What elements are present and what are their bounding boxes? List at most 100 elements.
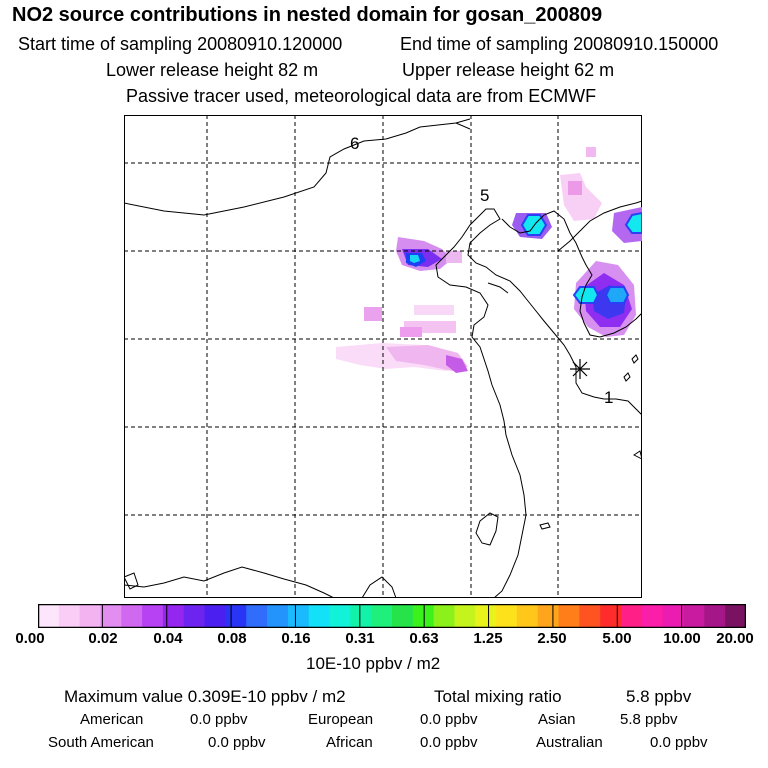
colorbar-tick-label: 0.02 [88, 630, 118, 647]
plume-medium [364, 307, 382, 321]
colorbar-unit: 10E-10 ppbv / m2 [306, 654, 441, 673]
plume-peak [624, 211, 642, 234]
colorbar-cell [475, 604, 497, 628]
australian-label: Australian [536, 734, 603, 751]
plume-light [586, 147, 596, 157]
colorbar-cell [308, 604, 331, 628]
colorbar-cell [204, 604, 227, 628]
colorbar-tick-label: 2.50 [537, 630, 567, 647]
maximum-value: Maximum value 0.309E-10 ppbv / m2 [64, 687, 346, 706]
colorbar-cell [38, 604, 60, 628]
colorbar-cell [246, 604, 268, 628]
coastline-korea [501, 210, 642, 338]
total-mixing-label: Total mixing ratio [434, 687, 562, 706]
colorbar-cell [704, 604, 726, 628]
south-american-value: 0.0 ppbv [208, 734, 266, 751]
colorbar-cell [579, 604, 601, 628]
upper-release-height: Upper release height 62 m [402, 60, 615, 80]
african-label: African [326, 734, 373, 751]
plume-light [446, 251, 462, 263]
island-small [633, 450, 642, 460]
asian-label: Asian [538, 711, 576, 728]
colorbar-cell [454, 604, 476, 628]
colorbar-cell [183, 604, 206, 628]
colorbar-cell [433, 604, 456, 628]
colorbar-cell [683, 604, 705, 628]
south-american-label: South American [48, 734, 154, 751]
colorbar-tick-label: 0.63 [409, 630, 439, 647]
colorbar-cell [725, 604, 746, 628]
colorbar-cell [162, 604, 185, 628]
plume-peak [572, 286, 600, 304]
map-grid [124, 115, 642, 598]
border-korea [557, 200, 642, 252]
island-small [623, 372, 631, 382]
concentration-map: 6 5 1 [124, 115, 642, 598]
coastline-china [435, 208, 642, 598]
coastline-shandong [487, 282, 509, 294]
colorbar-cell [392, 604, 414, 628]
colorbar-cell [225, 604, 247, 628]
colorbar-cell [287, 604, 310, 628]
colorbar-tick-label: 1.25 [473, 630, 503, 647]
asian-value: 5.8 ppbv [620, 711, 678, 728]
plume-peak [410, 255, 420, 263]
colorbar-tick-label: 10.00 [663, 630, 701, 647]
colorbar-cell [58, 604, 81, 628]
plume-light [414, 305, 454, 315]
start-time: Start time of sampling 20080910.120000 [18, 34, 343, 54]
border-mongolia [124, 118, 471, 216]
australian-value: 0.0 ppbv [650, 734, 708, 751]
total-mixing-value: 5.8 ppbv [626, 687, 692, 706]
region-label-1: 1 [604, 388, 613, 407]
colorbar-tick-label: 20.00 [716, 630, 754, 647]
colorbar-cell [600, 604, 622, 628]
colorbar-cell [100, 604, 122, 628]
colorbar-cell [662, 604, 685, 628]
colorbar-tick-label: 0.31 [345, 630, 375, 647]
colorbar [38, 604, 746, 628]
colorbar-cell [142, 604, 164, 628]
plume-medium [568, 181, 582, 195]
colorbar-cell [516, 604, 539, 628]
coastlines [124, 118, 642, 598]
colorbar-tick-label: 5.00 [602, 630, 632, 647]
border-south [124, 566, 335, 598]
end-time: End time of sampling 20080910.150000 [400, 34, 719, 54]
american-value: 0.0 ppbv [190, 711, 248, 728]
european-value: 0.0 ppbv [420, 711, 478, 728]
colorbar-cell [537, 604, 560, 628]
island-small [539, 522, 551, 530]
region-label-5: 5 [480, 186, 489, 205]
colorbar-cell [496, 604, 518, 628]
plume-medium [400, 327, 422, 337]
colorbar-cell [79, 604, 102, 628]
african-value: 0.0 ppbv [420, 734, 478, 751]
colorbar-tick-label: 0.16 [281, 630, 311, 647]
region-label-6: 6 [350, 134, 359, 153]
colorbar-cell [329, 604, 351, 628]
european-label: European [308, 711, 374, 728]
colorbar-cell [641, 604, 664, 628]
colorbar-cell [412, 604, 435, 628]
colorbar-cell [267, 604, 289, 628]
island-small [631, 354, 639, 364]
colorbar-cell [621, 604, 643, 628]
lower-release-height: Lower release height 82 m [106, 60, 319, 80]
border-south [361, 576, 397, 598]
colorbar-cell [371, 604, 393, 628]
american-label: American [80, 711, 144, 728]
plume-peak [604, 286, 630, 304]
island-taiwan [475, 512, 499, 546]
colorbar-cells [38, 604, 746, 628]
colorbar-tick-label: 0.04 [153, 630, 183, 647]
colorbar-separators [101, 604, 683, 628]
colorbar-tick-label: 0.00 [15, 630, 45, 647]
colorbar-cell [558, 604, 581, 628]
receptor-marker [570, 359, 590, 379]
plume-dark [446, 355, 468, 373]
colorbar-frame [38, 604, 746, 628]
page-title: NO2 source contributions in nested domai… [12, 4, 603, 26]
tracer-note: Passive tracer used, meteorological data… [126, 86, 597, 106]
colorbar-tick-label: 0.08 [217, 630, 247, 647]
